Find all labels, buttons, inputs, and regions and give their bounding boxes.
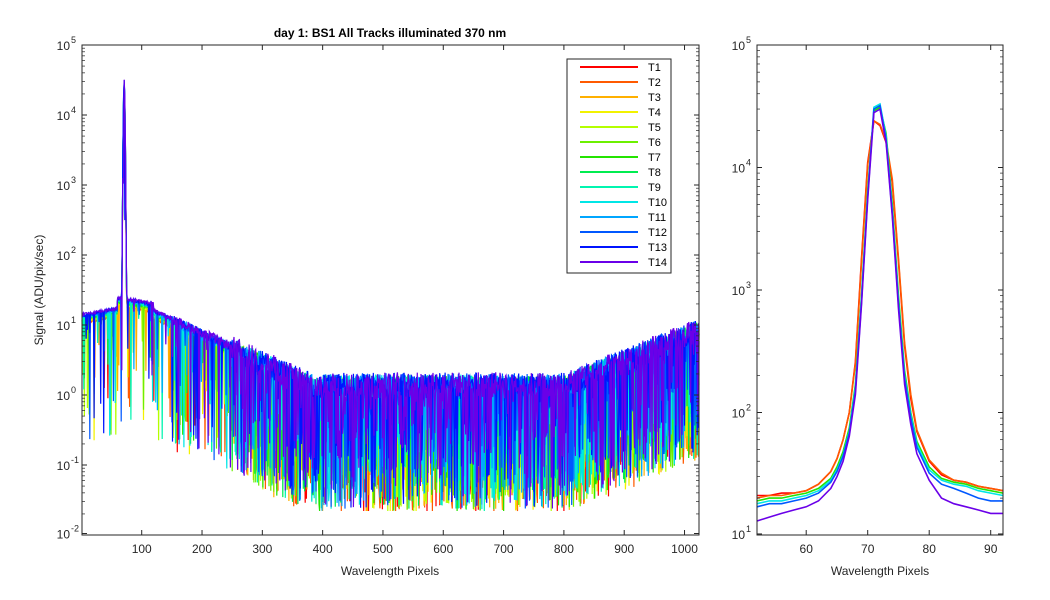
legend-label-t8: T8 [648, 167, 661, 179]
legend-label-t14: T14 [648, 257, 667, 269]
zoom-series-t12-line [756, 104, 1003, 508]
zoom-series-t2-line [756, 119, 1004, 499]
main-y-tick-exponent: -2 [71, 524, 79, 534]
main-y-tick-label: 10 [57, 109, 71, 123]
main-x-tick-label: 300 [252, 542, 272, 556]
main-x-tick-label: 600 [433, 542, 453, 556]
main-x-tick-label: 700 [494, 542, 514, 556]
main-y-tick-label: 10 [57, 528, 71, 542]
main-x-tick-label: 1000 [671, 542, 698, 556]
zoom-y-tick-label: 10 [732, 162, 746, 176]
main-y-tick-exponent: -1 [71, 455, 79, 465]
main-y-tick-exponent: 3 [71, 175, 76, 185]
zoom-y-tick-exponent: 2 [746, 403, 751, 413]
main-y-tick-exponent: 4 [71, 105, 76, 115]
zoom-y-tick-exponent: 4 [746, 158, 751, 168]
main-y-tick-label: 10 [57, 179, 71, 193]
main-x-ticks: 100 200 300 400 500 600 700 800 900 1000 [132, 45, 698, 556]
legend-label-t7: T7 [648, 152, 661, 164]
legend-label-t1: T1 [648, 62, 661, 74]
main-x-axis-label: Wavelength Pixels [341, 564, 439, 578]
zoom-x-tick-label: 90 [984, 542, 998, 556]
zoom-x-tick-label: 60 [800, 542, 814, 556]
zoom-y-tick-exponent: 1 [746, 524, 751, 534]
main-x-tick-label: 400 [313, 542, 333, 556]
legend-box [566, 58, 672, 274]
legend-label-t11: T11 [648, 212, 666, 224]
legend-label-t6: T6 [648, 137, 661, 149]
zoom-y-tick-label: 10 [732, 528, 746, 542]
legend-label-t9: T9 [648, 182, 661, 194]
main-x-tick-label: 100 [132, 542, 152, 556]
legend-label-t3: T3 [648, 92, 661, 104]
main-x-tick-label: 500 [373, 542, 393, 556]
main-y-tick-label: 10 [57, 319, 71, 333]
legend-label-t2: T2 [648, 77, 661, 89]
main-y-tick-label: 10 [57, 389, 71, 403]
zoom-y-tick-exponent: 3 [746, 280, 751, 290]
legend-label-t10: T10 [648, 197, 667, 209]
main-y-tick-exponent: 0 [71, 385, 76, 395]
zoom-series-t14-line [756, 107, 1003, 522]
zoom-y-tick-exponent: 5 [746, 35, 751, 45]
zoom-x-tick-label: 70 [861, 542, 875, 556]
zoom-plot-background [757, 45, 1003, 535]
main-x-tick-label: 800 [554, 542, 574, 556]
legend-label-t5: T5 [648, 122, 661, 134]
zoom-series-group [756, 102, 1004, 522]
main-plot-frame [81, 44, 700, 536]
legend-label-t12: T12 [648, 227, 667, 239]
zoom-x-axis-label: Wavelength Pixels [831, 564, 929, 578]
main-y-tick-exponent: 5 [71, 35, 76, 45]
main-series-group [81, 79, 700, 512]
main-x-tick-label: 900 [614, 542, 634, 556]
main-series-t14-line [81, 79, 700, 509]
zoom-series-t10-line [756, 102, 1004, 505]
zoom-series-t7-line [756, 106, 1004, 502]
legend: T1 T2 T3 T4 T5 T6 T7 T8 T9 T10 T11 T12 T13 T14 [566, 58, 672, 274]
legend-label-t4: T4 [648, 107, 661, 119]
chart-title: day 1: BS1 All Tracks illuminated 370 nm [274, 26, 506, 40]
main-y-tick-label: 10 [57, 459, 71, 473]
main-y-tick-exponent: 1 [71, 315, 76, 325]
main-y-tick-exponent: 2 [71, 245, 76, 255]
legend-label-t13: T13 [648, 242, 667, 254]
zoom-x-ticks: 60 70 80 90 [800, 45, 998, 556]
zoom-y-tick-label: 10 [732, 407, 746, 421]
main-y-tick-label: 10 [57, 249, 71, 263]
zoom-x-tick-label: 80 [923, 542, 937, 556]
zoom-y-tick-label: 10 [732, 284, 746, 298]
main-y-tick-label: 10 [57, 39, 71, 53]
main-x-tick-label: 200 [192, 542, 212, 556]
main-plot: 100 200 300 400 500 600 700 800 900 1000 10-210-1… [32, 26, 700, 578]
zoom-y-tick-label: 10 [732, 39, 746, 53]
main-y-axis-label: Signal (ADU/pix/sec) [32, 235, 46, 346]
